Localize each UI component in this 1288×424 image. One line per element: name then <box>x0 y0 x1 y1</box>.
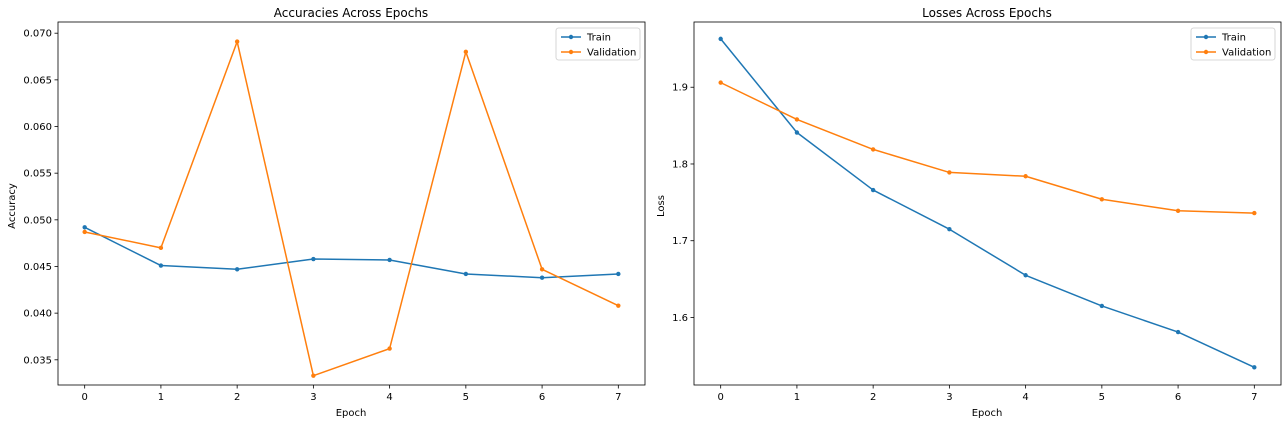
accuracy-chart-xlabel: Epoch <box>336 408 367 419</box>
accuracy-chart-validation-point <box>158 245 164 251</box>
accuracy-chart-ytick-label: 0.070 <box>23 29 52 40</box>
loss-chart-xtick-label: 6 <box>1175 392 1181 403</box>
loss-chart-xtick-label: 5 <box>1099 392 1105 403</box>
accuracy-chart-legend: Train Validation <box>555 27 641 61</box>
loss-chart: Losses Across Epochs Epoch Loss 0 1 2 3 4 5 6 7… <box>656 6 1282 419</box>
loss-chart-xtick-label: 4 <box>1022 392 1028 403</box>
loss-chart-xtick-label: 2 <box>870 392 876 403</box>
accuracy-chart-xtick-label: 1 <box>158 392 164 403</box>
loss-chart-title: Losses Across Epochs <box>922 6 1052 20</box>
accuracy-chart-ytick-label: 0.060 <box>23 122 52 133</box>
loss-chart-validation-point <box>1023 174 1028 179</box>
loss-chart-train-point <box>1023 273 1028 278</box>
accuracy-chart-validation-point <box>234 39 240 44</box>
loss-chart-legend-train-marker <box>1203 34 1209 40</box>
accuracy-chart-train-line <box>84 226 619 279</box>
accuracy-chart-validation-point <box>82 229 87 235</box>
loss-chart-validation-point <box>1252 210 1257 216</box>
loss-chart-legend-train-label: Train <box>1221 33 1246 44</box>
loss-chart-validation-point <box>794 117 800 122</box>
accuracy-chart-ytick-label: 0.040 <box>23 309 52 320</box>
accuracy-chart-validation-point <box>463 49 469 55</box>
loss-chart-xlabel: Epoch <box>972 408 1003 419</box>
accuracy-chart-validation-point <box>387 346 392 351</box>
accuracy-chart-ytick-label: 0.035 <box>23 355 52 366</box>
loss-chart-xtick-label: 7 <box>1251 392 1257 403</box>
loss-chart-train-point <box>1099 303 1105 309</box>
loss-chart-train-point <box>870 187 876 193</box>
loss-chart-ytick-label: 1.9 <box>672 83 688 94</box>
accuracy-chart-legend-train-label: Train <box>586 33 611 44</box>
loss-chart-xtick-label: 1 <box>794 392 800 403</box>
accuracy-chart-xtick-label: 7 <box>615 392 621 403</box>
loss-chart-legend-validation-marker <box>1203 49 1209 55</box>
accuracy-chart-train-point <box>311 256 316 262</box>
accuracy-chart-train-point <box>234 267 240 272</box>
loss-chart-ytick-label: 1.6 <box>672 313 688 324</box>
accuracy-chart: Accuracies Across Epochs Epoch Accuracy … <box>7 6 646 419</box>
accuracy-chart-xtick-label: 2 <box>234 392 240 403</box>
loss-chart-ytick-label: 1.7 <box>672 236 688 247</box>
accuracy-chart-ytick-label: 0.055 <box>23 169 52 180</box>
accuracy-chart-train-point <box>82 225 87 230</box>
accuracy-chart-validation-line <box>84 40 619 377</box>
loss-chart-validation-point <box>1175 208 1181 213</box>
loss-chart-xtick-label: 3 <box>946 392 952 403</box>
accuracy-chart-ylabel: Accuracy <box>7 183 18 229</box>
loss-chart-validation-line <box>720 81 1255 214</box>
accuracy-chart-validation-point <box>311 373 316 378</box>
accuracy-chart-validation-point <box>539 267 545 272</box>
loss-chart-validation-point <box>870 147 876 152</box>
accuracy-chart-train-point <box>463 271 469 277</box>
accuracy-chart-legend-validation-label: Validation <box>587 48 636 59</box>
loss-chart-ytick-label: 1.8 <box>672 159 688 170</box>
accuracy-chart-validation-point <box>616 303 621 308</box>
loss-chart-validation-point <box>1099 197 1105 202</box>
accuracy-chart-legend-train-marker <box>568 34 574 40</box>
accuracy-chart-title: Accuracies Across Epochs <box>274 6 428 20</box>
accuracy-chart-xtick-label: 5 <box>463 392 469 403</box>
accuracy-chart-xtick-label: 4 <box>386 392 392 403</box>
loss-chart-train-line <box>720 38 1255 369</box>
accuracy-chart-train-point <box>158 263 164 268</box>
loss-chart-axes-frame <box>693 21 1282 386</box>
accuracy-chart-train-point <box>616 271 621 277</box>
loss-chart-train-point <box>794 130 800 135</box>
loss-chart-xtick-label: 0 <box>717 392 723 403</box>
loss-chart-train-point <box>718 36 723 42</box>
loss-chart-legend: Train Validation <box>1190 27 1276 61</box>
loss-chart-train-point <box>1175 329 1181 335</box>
accuracy-chart-ytick-label: 0.050 <box>23 215 52 226</box>
accuracy-chart-axes-frame <box>57 21 646 386</box>
accuracy-chart-ytick-label: 0.045 <box>23 262 52 273</box>
accuracy-chart-xtick-label: 6 <box>539 392 545 403</box>
loss-chart-validation-point <box>718 80 723 85</box>
accuracy-chart-ytick-label: 0.065 <box>23 75 52 86</box>
accuracy-chart-xtick-label: 3 <box>310 392 316 403</box>
loss-chart-validation-point <box>947 170 952 175</box>
loss-chart-train-point <box>1252 365 1257 370</box>
loss-chart-legend-validation-label: Validation <box>1222 48 1271 59</box>
loss-chart-ylabel: Loss <box>656 195 667 217</box>
accuracy-chart-xtick-label: 0 <box>81 392 87 403</box>
loss-chart-train-point <box>947 227 952 232</box>
accuracy-chart-legend-validation-marker <box>568 49 574 55</box>
accuracy-chart-train-point <box>387 257 392 263</box>
accuracy-chart-train-point <box>539 275 545 280</box>
